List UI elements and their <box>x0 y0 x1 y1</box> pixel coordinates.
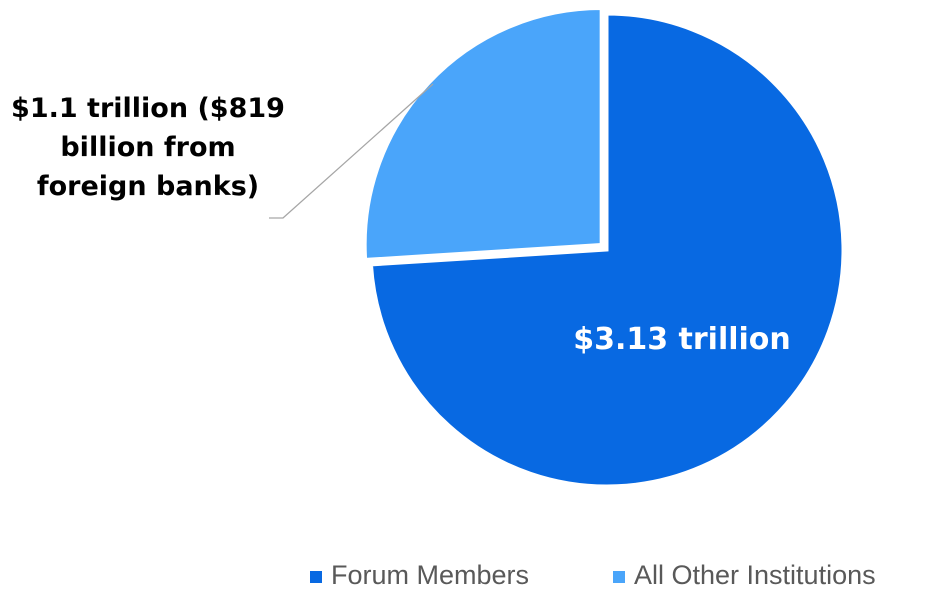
data-label-line: billion from <box>60 132 235 163</box>
legend-swatch-all-other-institutions <box>613 571 625 583</box>
legend-swatch-forum-members <box>310 571 322 583</box>
legend: Forum Members All Other Institutions <box>310 560 876 590</box>
data-label-leader-line <box>269 83 434 219</box>
pie-slices <box>363 7 845 488</box>
data-label-line: foreign banks) <box>37 171 259 202</box>
legend-label-forum-members: Forum Members <box>331 560 529 590</box>
pie-slice-all-other-institutions <box>363 7 603 262</box>
pie-slice-forum-members <box>369 12 845 488</box>
data-label-line: $1.1 trillion ($819 <box>11 93 285 124</box>
legend-label-all-other-institutions: All Other Institutions <box>634 560 876 590</box>
data-label-forum-members: $3.13 trillion <box>573 322 791 357</box>
data-label-all-other-institutions: $1.1 trillion ($819 billion from foreign b… <box>11 93 285 202</box>
